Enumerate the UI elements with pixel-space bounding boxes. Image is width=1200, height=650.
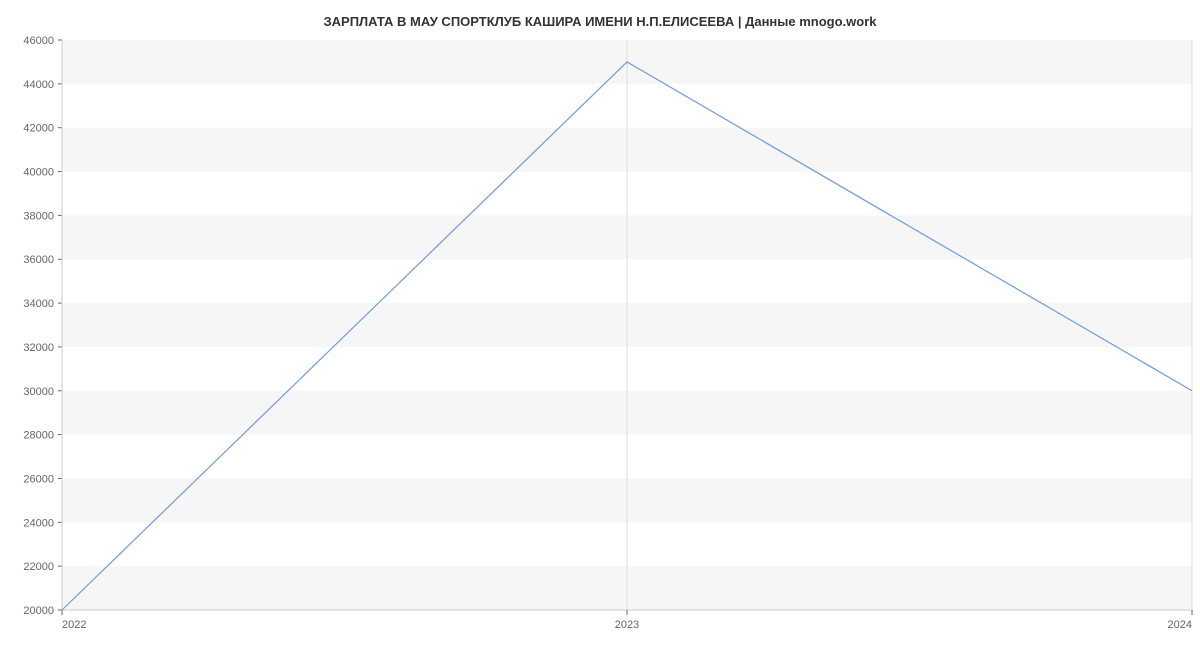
y-tick-label: 46000: [23, 35, 54, 47]
y-tick-label: 24000: [23, 517, 54, 529]
y-tick-label: 32000: [23, 342, 54, 354]
x-tick-label: 2023: [615, 619, 639, 631]
chart-container: ЗАРПЛАТА В МАУ СПОРТКЛУБ КАШИРА ИМЕНИ Н.…: [0, 0, 1200, 650]
x-tick-label: 2024: [1168, 619, 1192, 631]
y-tick-label: 44000: [23, 79, 54, 91]
y-tick-label: 22000: [23, 561, 54, 573]
x-tick-label: 2022: [62, 619, 86, 631]
y-tick-label: 26000: [23, 473, 54, 485]
y-tick-label: 20000: [23, 605, 54, 617]
y-tick-label: 28000: [23, 430, 54, 442]
y-tick-label: 36000: [23, 254, 54, 266]
y-tick-label: 34000: [23, 298, 54, 310]
y-tick-label: 38000: [23, 210, 54, 222]
chart-title: ЗАРПЛАТА В МАУ СПОРТКЛУБ КАШИРА ИМЕНИ Н.…: [0, 0, 1200, 29]
y-tick-label: 40000: [23, 167, 54, 179]
line-chart: 20000 22000 24000 26000 28000 30000 32000 34000…: [0, 30, 1200, 650]
y-tick-label: 42000: [23, 123, 54, 135]
y-tick-label: 30000: [23, 386, 54, 398]
